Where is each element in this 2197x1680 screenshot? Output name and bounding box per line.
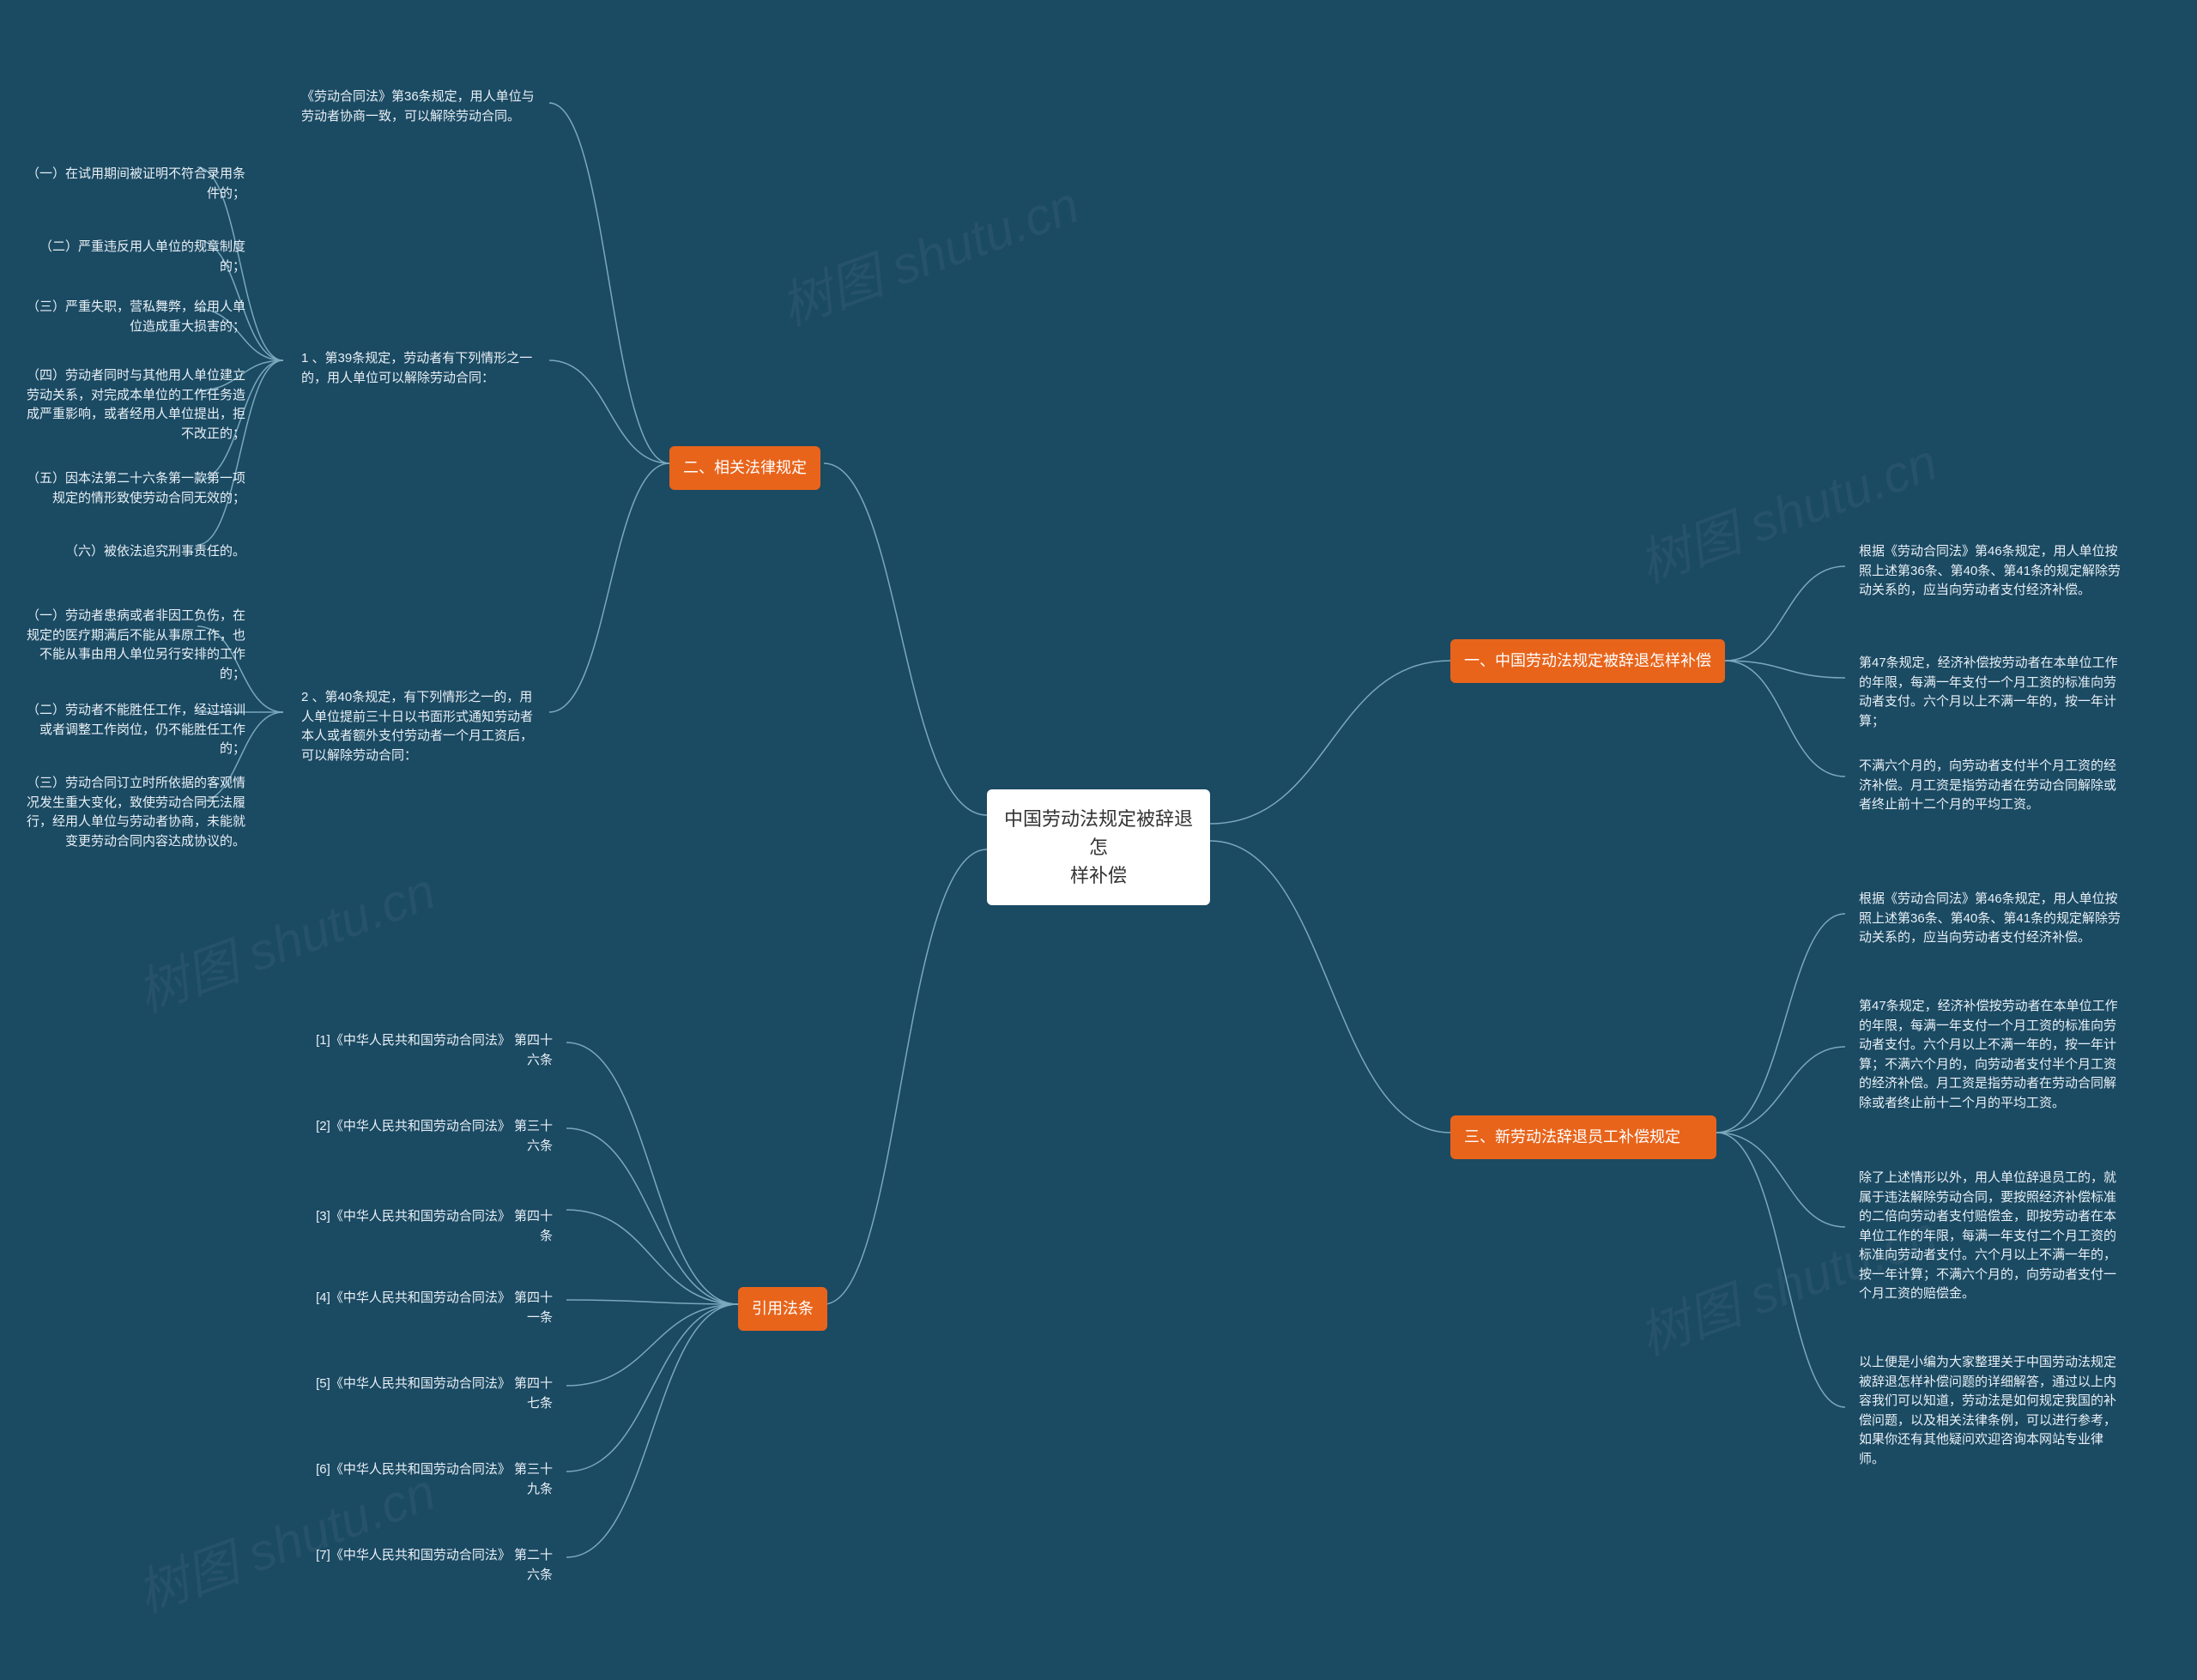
cite-leaf-3: [4]《中华人民共和国劳动合同法》 第四十一条 bbox=[292, 1278, 566, 1338]
branch2-sub3-leaf-2: （三）劳动合同订立时所依据的客观情况发生重大变化，致使劳动合同无法履行，经用人单… bbox=[2, 764, 259, 861]
cite-leaf-0: [1]《中华人民共和国劳动合同法》 第四十六条 bbox=[292, 1021, 566, 1080]
branch1-leaf-0: 根据《劳动合同法》第46条规定，用人单位按照上述第36条、第40条、第41条的规… bbox=[1845, 532, 2137, 611]
branch-2: 二、相关法律规定 bbox=[669, 446, 820, 490]
branch3-leaf-3: 以上便是小编为大家整理关于中国劳动法规定被辞退怎样补偿问题的详细解答，通过以上内… bbox=[1845, 1343, 2137, 1479]
branch3-leaf-1: 第47条规定，经济补偿按劳动者在本单位工作的年限，每满一年支付一个月工资的标准向… bbox=[1845, 987, 2137, 1123]
branch-3: 三、新劳动法辞退员工补偿规定 bbox=[1450, 1115, 1716, 1159]
branch2-sub3-leaf-1: （二）劳动者不能胜任工作，经过培训或者调整工作岗位，仍不能胜任工作的； bbox=[2, 691, 259, 770]
cite-leaf-1: [2]《中华人民共和国劳动合同法》 第三十六条 bbox=[292, 1107, 566, 1166]
branch2-sub2-leaf-2: （三）严重失职，营私舞弊，给用人单位造成重大损害的； bbox=[2, 287, 259, 347]
branch3-leaf-0: 根据《劳动合同法》第46条规定，用人单位按照上述第36条、第40条、第41条的规… bbox=[1845, 879, 2137, 958]
branch3-leaf-2: 除了上述情形以外，用人单位辞退员工的，就属于违法解除劳动合同，要按照经济补偿标准… bbox=[1845, 1158, 2137, 1314]
branch2-sub3: 2 、第40条规定，有下列情形之一的，用人单位提前三十日以书面形式通知劳动者本人… bbox=[287, 678, 554, 776]
branch2-sub2-leaf-5: （六）被依法追究刑事责任的。 bbox=[2, 532, 259, 572]
cite-leaf-6: [7]《中华人民共和国劳动合同法》 第二十六条 bbox=[292, 1536, 566, 1595]
center-title-line2: 样补偿 bbox=[1004, 861, 1193, 890]
branch2-sub2-leaf-4: （五）因本法第二十六条第一款第一项规定的情形致使劳动合同无效的； bbox=[2, 459, 259, 518]
branch-cite: 引用法条 bbox=[738, 1287, 827, 1331]
branch2-sub2-leaf-0: （一）在试用期间被证明不符合录用条件的； bbox=[2, 154, 259, 214]
center-title-line1: 中国劳动法规定被辞退怎 bbox=[1004, 805, 1193, 861]
cite-leaf-5: [6]《中华人民共和国劳动合同法》 第三十九条 bbox=[292, 1450, 566, 1509]
branch-1: 一、中国劳动法规定被辞退怎样补偿 bbox=[1450, 639, 1725, 683]
watermark: 树图 shutu.cn bbox=[769, 163, 1087, 340]
branch1-leaf-2: 不满六个月的，向劳动者支付半个月工资的经济补偿。月工资是指劳动者在劳动合同解除或… bbox=[1845, 746, 2137, 825]
center-node: 中国劳动法规定被辞退怎 样补偿 bbox=[987, 789, 1210, 905]
cite-leaf-4: [5]《中华人民共和国劳动合同法》 第四十七条 bbox=[292, 1364, 566, 1423]
branch2-sub3-leaf-0: （一）劳动者患病或者非因工负伤，在规定的医疗期满后不能从事原工作，也不能从事由用… bbox=[2, 596, 259, 694]
watermark: 树图 shutu.cn bbox=[125, 849, 444, 1026]
branch2-sub2: 1 、第39条规定，劳动者有下列情形之一的，用人单位可以解除劳动合同： bbox=[287, 339, 554, 398]
branch1-leaf-1: 第47条规定，经济补偿按劳动者在本单位工作的年限，每满一年支付一个月工资的标准向… bbox=[1845, 644, 2137, 741]
cite-leaf-2: [3]《中华人民共和国劳动合同法》 第四十条 bbox=[292, 1197, 566, 1256]
branch2-sub2-leaf-3: （四）劳动者同时与其他用人单位建立劳动关系，对完成本单位的工作任务造成严重影响，… bbox=[2, 356, 259, 454]
branch2-sub1: 《劳动合同法》第36条规定，用人单位与劳动者协商一致，可以解除劳动合同。 bbox=[287, 77, 554, 136]
branch2-sub2-leaf-1: （二）严重违反用人单位的规章制度的； bbox=[2, 227, 259, 287]
